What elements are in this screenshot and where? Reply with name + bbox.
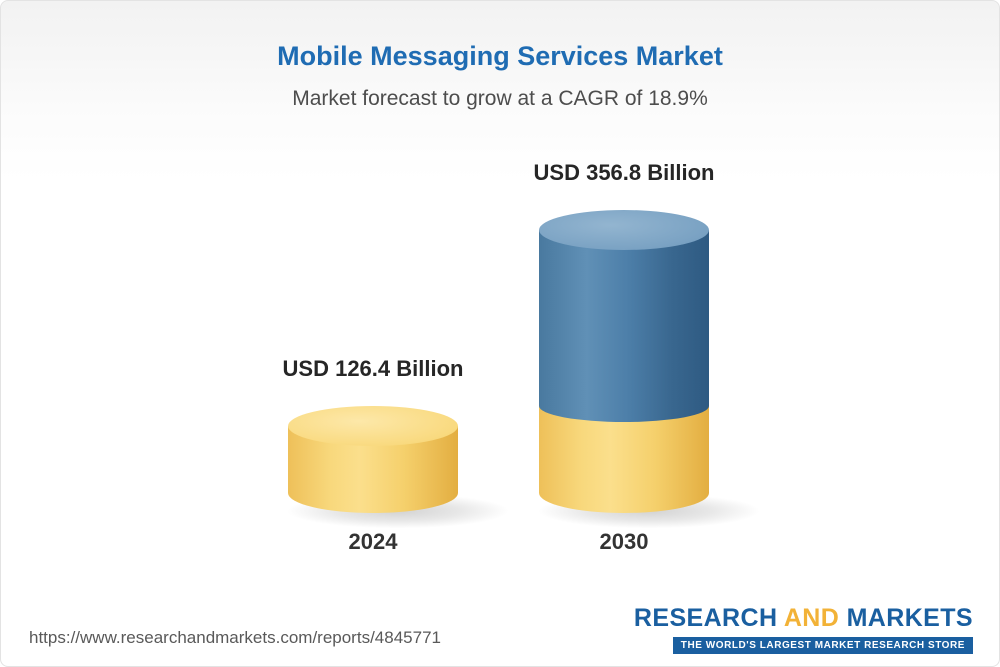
report-url[interactable]: https://www.researchandmarkets.com/repor…	[29, 628, 441, 647]
footer: https://www.researchandmarkets.com/repor…	[1, 594, 999, 666]
page-subtitle: Market forecast to grow at a CAGR of 18.…	[292, 87, 708, 110]
page-title: Mobile Messaging Services Market	[277, 41, 723, 71]
bar-2030	[539, 210, 709, 513]
logo-tagline: THE WORLD'S LARGEST MARKET RESEARCH STOR…	[672, 637, 973, 654]
value-label: USD 356.8 Billion	[533, 160, 715, 185]
header: Mobile Messaging Services Market Market …	[1, 41, 999, 111]
category-label: 2030	[599, 529, 649, 554]
cylinder-body	[539, 230, 709, 422]
cylinder-top	[288, 406, 458, 446]
logo-wordmark: RESEARCH AND MARKETS	[634, 604, 973, 633]
cylinder-top	[539, 210, 709, 250]
category-label: 2024	[348, 529, 398, 554]
logo-word-markets: MARKETS	[846, 604, 973, 632]
logo-word-and: AND	[783, 604, 840, 632]
bar-2024	[288, 406, 458, 513]
cylinder-base-segment	[539, 406, 709, 513]
logo-word-research: RESEARCH	[633, 604, 778, 632]
value-label: USD 126.4 Billion	[282, 356, 464, 381]
brand-logo: RESEARCH AND MARKETS THE WORLD'S LARGEST…	[634, 604, 973, 654]
